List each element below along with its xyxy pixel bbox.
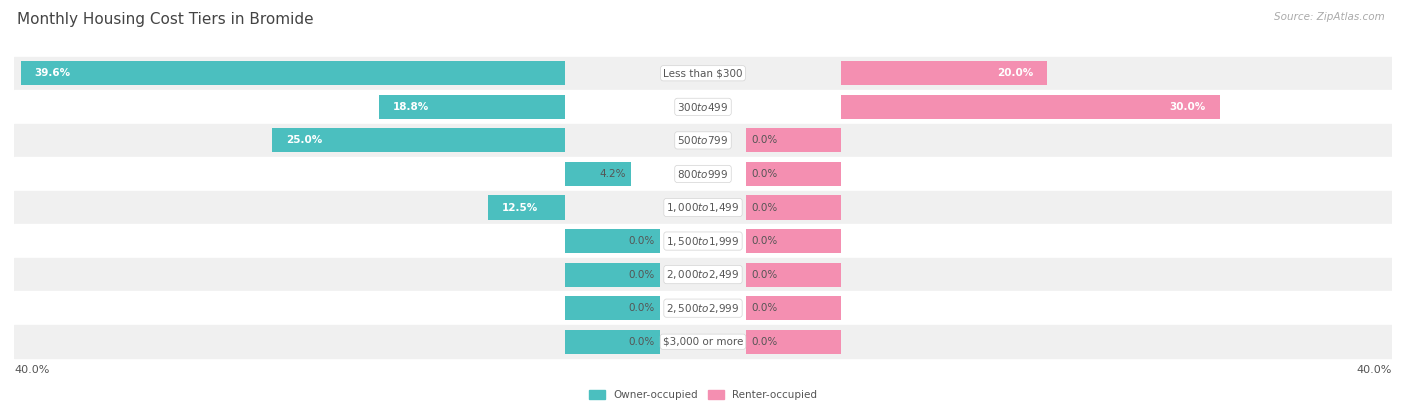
Text: Source: ZipAtlas.com: Source: ZipAtlas.com (1274, 12, 1385, 22)
Text: 0.0%: 0.0% (751, 135, 778, 145)
Text: $2,000 to $2,499: $2,000 to $2,499 (666, 268, 740, 281)
Bar (747, 330, 841, 354)
Text: $1,500 to $1,999: $1,500 to $1,999 (666, 234, 740, 248)
Bar (21, 61, 565, 85)
Bar (14, 90, 1392, 124)
Bar (14, 124, 1392, 157)
Text: 4.2%: 4.2% (599, 169, 626, 179)
Text: 30.0%: 30.0% (1170, 102, 1206, 112)
Text: 25.0%: 25.0% (287, 135, 322, 145)
Text: $2,500 to $2,999: $2,500 to $2,999 (666, 302, 740, 315)
Bar (565, 263, 659, 287)
Bar (747, 296, 841, 320)
Text: 0.0%: 0.0% (751, 303, 778, 313)
Text: 0.0%: 0.0% (751, 337, 778, 347)
Bar (273, 128, 565, 152)
Text: Less than $300: Less than $300 (664, 68, 742, 78)
Text: $500 to $799: $500 to $799 (678, 134, 728, 146)
Text: 18.8%: 18.8% (392, 102, 429, 112)
Text: 0.0%: 0.0% (628, 337, 655, 347)
Bar (14, 224, 1392, 258)
Bar (747, 162, 841, 186)
Bar (14, 157, 1392, 191)
Text: $1,000 to $1,499: $1,000 to $1,499 (666, 201, 740, 214)
Bar (565, 162, 631, 186)
Bar (747, 263, 841, 287)
Bar (488, 195, 565, 220)
Bar (841, 95, 1219, 119)
Bar (565, 296, 659, 320)
Bar (380, 95, 565, 119)
Text: 0.0%: 0.0% (628, 236, 655, 246)
Bar (565, 330, 659, 354)
Text: 0.0%: 0.0% (628, 303, 655, 313)
Text: 40.0%: 40.0% (14, 364, 49, 374)
Text: 12.5%: 12.5% (502, 203, 537, 212)
Bar (14, 291, 1392, 325)
Bar (14, 56, 1392, 90)
Text: 40.0%: 40.0% (1357, 364, 1392, 374)
Text: 0.0%: 0.0% (751, 236, 778, 246)
Bar (14, 191, 1392, 224)
Bar (747, 195, 841, 220)
Text: $800 to $999: $800 to $999 (678, 168, 728, 180)
Text: Monthly Housing Cost Tiers in Bromide: Monthly Housing Cost Tiers in Bromide (17, 12, 314, 27)
Bar (747, 128, 841, 152)
Text: 39.6%: 39.6% (35, 68, 70, 78)
Text: 20.0%: 20.0% (997, 68, 1033, 78)
Legend: Owner-occupied, Renter-occupied: Owner-occupied, Renter-occupied (585, 386, 821, 404)
Text: 0.0%: 0.0% (628, 270, 655, 280)
Text: 0.0%: 0.0% (751, 169, 778, 179)
Text: 0.0%: 0.0% (751, 203, 778, 212)
Bar (841, 61, 1047, 85)
Bar (14, 325, 1392, 359)
Text: $3,000 or more: $3,000 or more (662, 337, 744, 347)
Bar (14, 258, 1392, 291)
Bar (747, 229, 841, 253)
Text: 0.0%: 0.0% (751, 270, 778, 280)
Text: $300 to $499: $300 to $499 (678, 101, 728, 113)
Bar (565, 229, 659, 253)
